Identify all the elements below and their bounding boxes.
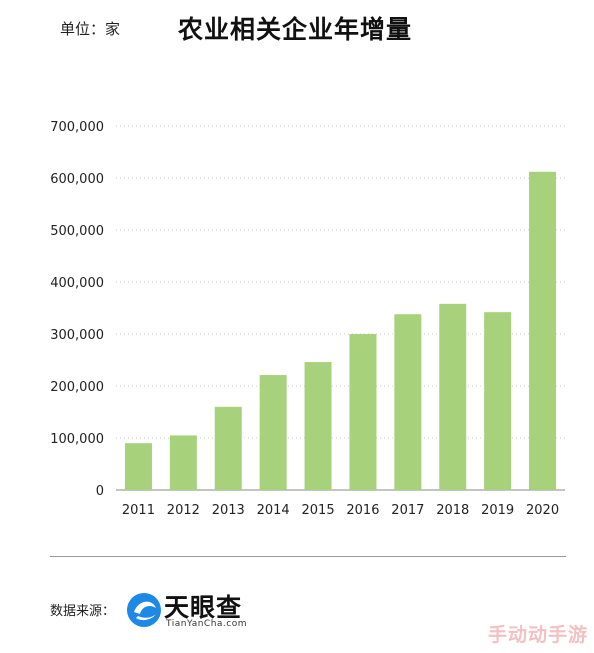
unit-label: 单位：家: [60, 20, 121, 38]
y-tick-label: 700,000: [50, 120, 104, 135]
bar: [394, 314, 422, 490]
x-tick-label: 2018: [436, 503, 469, 518]
x-tick-label: 2012: [167, 503, 200, 518]
y-tick-label: 100,000: [50, 432, 104, 447]
bar-chart: 0 100,000 200,000 300,000 400,000 500,000 600,…: [50, 120, 565, 518]
chart-title: 农业相关企业年增量: [178, 15, 413, 44]
bar: [304, 362, 332, 490]
bar: [214, 406, 242, 490]
bar: [169, 435, 197, 490]
tianyancha-logo: 天眼查 TianYanCha.com: [126, 588, 266, 634]
bar: [124, 443, 152, 490]
y-tick-label: 400,000: [50, 276, 104, 291]
logo-name: 天眼查: [164, 593, 243, 622]
x-tick-label: 2014: [257, 503, 290, 518]
x-tick-label: 2016: [346, 503, 379, 518]
x-tick-label: 2011: [122, 503, 155, 518]
y-tick-label: 600,000: [50, 172, 104, 187]
bar: [484, 312, 512, 490]
watermark: 手动动手游: [487, 624, 588, 646]
tianyancha-logo-icon: [127, 593, 161, 627]
x-tick-label: 2020: [526, 503, 559, 518]
y-tick-label: 300,000: [50, 328, 104, 343]
x-tick-label: 2019: [481, 503, 514, 518]
source-label: 数据来源：: [50, 604, 116, 619]
y-tick-label: 0: [96, 484, 104, 499]
y-tick-label: 500,000: [50, 224, 104, 239]
bar: [259, 375, 287, 490]
x-tick-label: 2013: [212, 503, 245, 518]
x-tick-label: 2015: [302, 503, 335, 518]
bar: [439, 303, 467, 490]
bar: [529, 171, 557, 490]
x-tick-label: 2017: [391, 503, 424, 518]
y-tick-label: 200,000: [50, 380, 104, 395]
bar: [349, 334, 377, 490]
logo-url: TianYanCha.com: [166, 619, 248, 629]
footer-divider: [50, 556, 566, 557]
